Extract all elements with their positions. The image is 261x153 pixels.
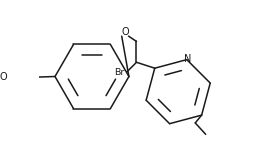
Text: N: N [184,54,191,64]
Text: O: O [0,73,7,82]
Text: O: O [121,27,129,37]
Text: Br: Br [114,68,125,77]
